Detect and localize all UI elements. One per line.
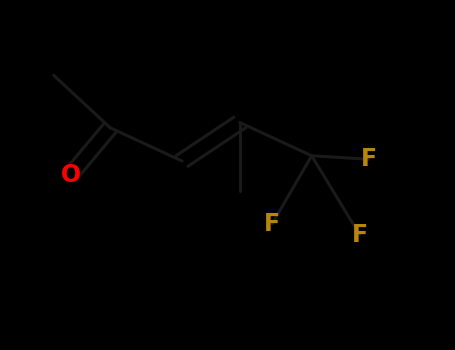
- Text: O: O: [61, 163, 81, 187]
- Text: F: F: [351, 223, 368, 246]
- Text: F: F: [264, 212, 280, 236]
- Text: F: F: [360, 147, 377, 171]
